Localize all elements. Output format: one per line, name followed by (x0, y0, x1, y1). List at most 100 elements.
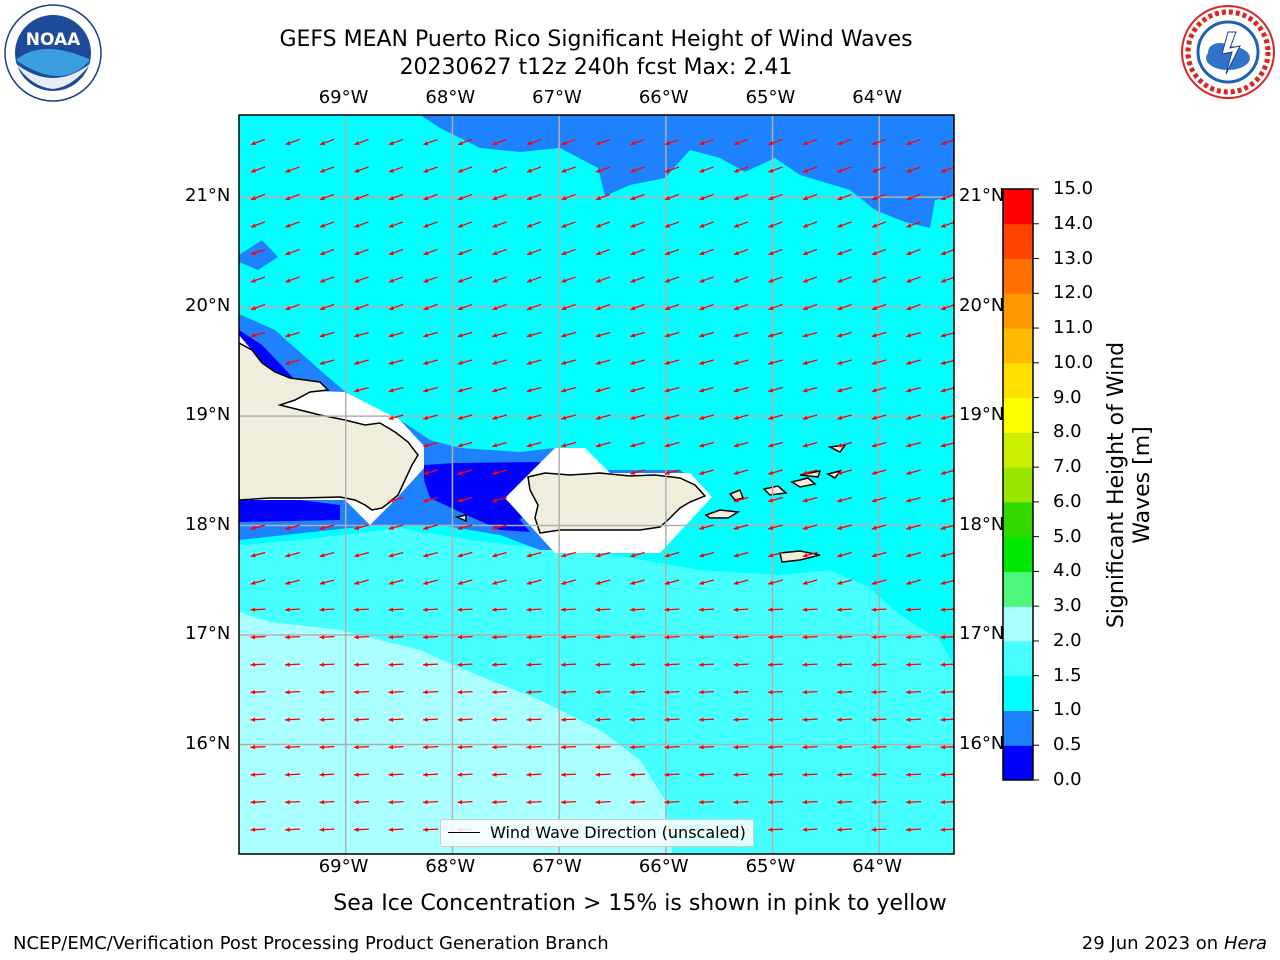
wind-wave-arrow (526, 303, 542, 311)
wind-wave-arrow (457, 221, 473, 228)
wind-wave-arrow (526, 799, 542, 805)
wind-wave-arrow (388, 799, 404, 805)
wind-wave-arrow (492, 359, 507, 365)
wind-wave-arrow (285, 303, 300, 311)
wind-wave-arrow (906, 359, 921, 365)
wind-wave-arrow (492, 551, 507, 558)
wind-wave-arrow (319, 303, 335, 311)
wind-wave-arrow (768, 359, 783, 365)
wind-wave-arrow (595, 193, 611, 201)
wind-wave-arrow (871, 662, 887, 667)
wind-wave-arrow (492, 193, 507, 201)
wind-wave-arrow (560, 634, 577, 640)
wind-wave-arrow (353, 744, 370, 750)
colorbar-tick-label: 10.0 (1053, 351, 1094, 373)
wind-wave-arrow (526, 166, 542, 173)
wind-wave-arrow (319, 717, 335, 722)
wind-wave-arrow (250, 579, 266, 585)
wind-wave-arrow (457, 193, 473, 201)
colorbar-tick-label: 2.0 (1053, 629, 1082, 651)
wind-wave-arrow (629, 689, 646, 695)
wind-wave-arrow (905, 717, 922, 722)
wind-wave-arrow (664, 303, 680, 311)
wind-wave-arrow (353, 772, 370, 777)
wind-wave-arrow (699, 414, 714, 420)
wind-wave-arrow (699, 221, 714, 228)
wind-wave-arrow (457, 166, 473, 173)
wind-wave-arrow (250, 662, 266, 667)
footer-credit: NCEP/EMC/Verification Post Processing Pr… (13, 933, 609, 954)
wind-wave-arrow (285, 221, 300, 228)
wind-wave-arrow (492, 276, 507, 283)
wind-wave-arrow (457, 496, 473, 503)
wind-wave-arrow (526, 551, 542, 558)
colorbar-tick-label: 5.0 (1053, 525, 1082, 547)
wind-wave-arrow (630, 221, 645, 228)
noaa-logo-text: NOAA (26, 30, 81, 50)
wind-wave-arrow (250, 221, 266, 228)
wind-wave-arrow (560, 772, 577, 777)
wind-wave-arrow (561, 579, 576, 585)
island-mona (454, 514, 467, 523)
wind-wave-arrow (906, 386, 921, 393)
wind-wave-arrow (802, 744, 818, 750)
wind-wave-arrow (492, 579, 507, 585)
footer-host: Hera (1223, 933, 1267, 954)
wind-wave-arrow (492, 303, 507, 311)
wind-wave-arrow (595, 441, 611, 448)
wind-wave-arrow (836, 772, 853, 777)
wind-wave-arrow (422, 772, 439, 777)
wind-wave-arrow (836, 744, 853, 750)
wind-wave-arrow (629, 662, 646, 667)
wind-wave-arrow (423, 276, 438, 283)
wind-wave-arrow (319, 744, 335, 750)
wind-wave-arrow (388, 386, 404, 393)
wind-wave-arrow (836, 634, 853, 640)
wind-wave-arrow (699, 303, 714, 311)
wind-wave-arrow (250, 166, 266, 173)
wind-wave-arrow (388, 717, 404, 722)
lon-tick-label: 67°W (532, 87, 582, 108)
wind-wave-arrow (423, 248, 438, 256)
sea-ice-caption: Sea Ice Concentration > 15% is shown in … (333, 891, 947, 916)
wind-wave-arrow (526, 717, 542, 722)
wind-wave-arrows (250, 138, 954, 832)
wind-wave-arrow (250, 193, 266, 201)
wind-wave-arrow (354, 166, 369, 173)
wind-wave-arrow (560, 744, 577, 750)
wind-wave-arrow (526, 414, 542, 420)
lat-tick-label: 18°N (185, 513, 231, 535)
wind-wave-arrow (561, 551, 576, 558)
wind-wave-arrow (285, 524, 300, 530)
wind-wave-arrow (388, 662, 404, 667)
wind-wave-arrow (664, 248, 680, 256)
wind-wave-arrow (250, 689, 266, 695)
wind-wave-arrow (595, 414, 611, 420)
wind-wave-arrow (595, 579, 611, 585)
wind-wave-arrow (319, 662, 335, 667)
lat-tick-label: 16°N (185, 732, 231, 754)
wind-wave-arrow (733, 359, 749, 365)
wind-wave-arrow (526, 634, 542, 640)
wind-wave-arrow (560, 799, 577, 805)
wind-wave-arrow (837, 414, 852, 420)
wind-wave-arrow (354, 303, 369, 311)
wind-wave-arrow (388, 827, 404, 832)
wind-wave-arrow (767, 689, 784, 695)
wind-wave-arrow (664, 662, 680, 667)
wind-wave-arrow (353, 607, 370, 612)
wind-wave-arrow (802, 359, 818, 365)
wind-wave-arrow (837, 166, 852, 173)
wind-wave-arrow (871, 634, 887, 640)
wind-wave-arrow (457, 689, 473, 695)
wind-wave-arrow (906, 193, 921, 201)
wind-wave-arrow (905, 689, 922, 695)
lat-tick-label: 17°N (959, 623, 1005, 645)
wind-wave-arrow (491, 607, 508, 612)
wind-wave-arrow (492, 524, 507, 530)
wind-wave-arrow (664, 166, 680, 173)
wind-wave-arrow (664, 193, 680, 201)
wind-wave-arrow (871, 331, 887, 338)
wind-wave-arrow (319, 138, 335, 146)
